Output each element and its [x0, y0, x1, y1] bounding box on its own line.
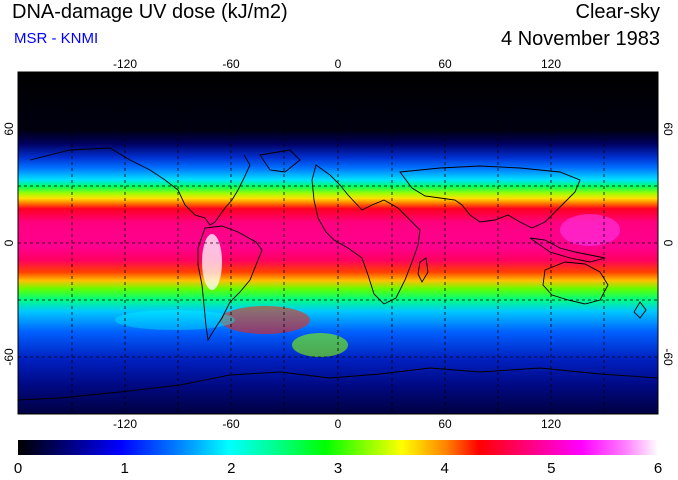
lat-tick-left-60s: -60: [2, 348, 16, 366]
colorbar-label-4: 4: [440, 460, 448, 477]
lon-tick-bottom-e60: 60: [438, 417, 452, 431]
indonesia-patch: [560, 214, 620, 246]
lon-tick-bottom-w120: -120: [113, 417, 137, 431]
south-pacific-patch: [115, 310, 235, 330]
lat-tick-right-0: 0: [661, 240, 675, 247]
lon-tick-bottom-w60: -60: [222, 417, 240, 431]
lon-ticks-top: -120 -60 0 60 120: [113, 57, 561, 71]
south-america-coast: [197, 225, 263, 342]
lon-tick-top-e120: 120: [541, 57, 561, 71]
lon-tick-top-0: 0: [335, 57, 342, 71]
lat-ticks-right: 60 0 -60: [661, 122, 675, 366]
lon-tick-bottom-e120: 120: [541, 417, 561, 431]
map-frame: [17, 71, 659, 415]
colorbar-label-6: 6: [654, 460, 662, 477]
antarctica-coast: [18, 367, 658, 401]
source-label: MSR - KNMI: [14, 30, 99, 47]
lon-tick-top-w120: -120: [113, 57, 137, 71]
graticule: [18, 72, 658, 414]
indonesia-coast: [529, 237, 606, 263]
coastlines: [18, 147, 658, 401]
lat-tick-left-0: 0: [2, 239, 16, 246]
europe-africa-coast: [311, 164, 421, 305]
colorbar-label-0: 0: [14, 460, 22, 477]
new-zealand-coast: [633, 301, 647, 319]
lon-tick-bottom-0: 0: [335, 417, 342, 431]
andes-high-dose-patch: [202, 234, 222, 290]
sky-condition: Clear-sky: [575, 1, 660, 23]
lat-tick-left-60n: 60: [2, 122, 16, 136]
greenland-coast: [259, 149, 301, 173]
lat-tick-right-60s: -60: [661, 348, 675, 366]
lon-tick-top-e60: 60: [438, 57, 452, 71]
lon-tick-top-w60: -60: [222, 57, 240, 71]
south-atlantic-green-patch: [292, 333, 348, 357]
lat-tick-right-60n: 60: [661, 122, 675, 136]
colorbar-label-5: 5: [547, 460, 555, 477]
colorbar: [18, 440, 658, 455]
colorbar-label-2: 2: [227, 460, 235, 477]
north-america-coast: [29, 147, 251, 226]
madagascar-coast: [417, 257, 429, 283]
colorbar-label-3: 3: [334, 460, 342, 477]
lat-ticks-left: 60 0 -60: [2, 122, 16, 366]
map-date: 4 November 1983: [501, 28, 660, 50]
lon-ticks-bottom: -120 -60 0 60 120: [113, 417, 561, 431]
colorbar-label-1: 1: [120, 460, 128, 477]
south-atlantic-patch: [220, 306, 310, 334]
colorbar-labels: 0 1 2 3 4 5 6: [14, 460, 662, 477]
asia-coast: [399, 165, 581, 229]
map-title: DNA-damage UV dose (kJ/m2): [12, 1, 288, 23]
